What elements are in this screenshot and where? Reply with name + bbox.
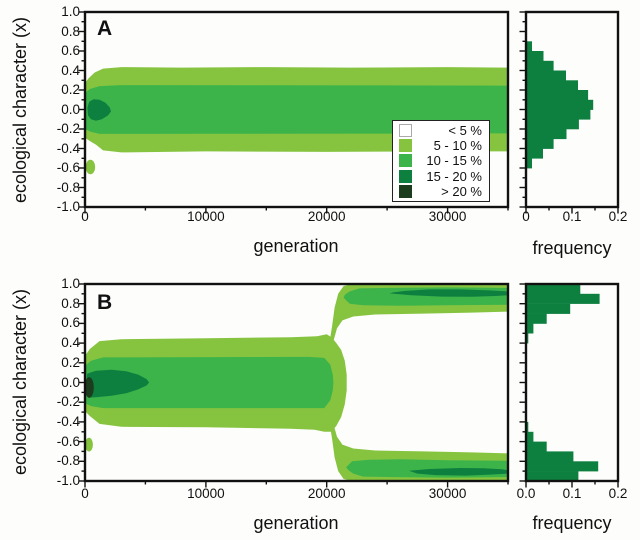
y-tick-label: 0.2 bbox=[61, 82, 80, 97]
x-tick-label: 0.0 bbox=[516, 486, 536, 501]
density-legend: < 5 % 5 - 10 % 10 - 15 % 15 - 20 % > 20 … bbox=[392, 120, 490, 202]
y-tick-label: 0.8 bbox=[61, 295, 80, 311]
y-tick-label: -0.2 bbox=[56, 121, 80, 136]
y-axis-label-panel-b: ecological character (x) bbox=[10, 288, 30, 476]
y-tick-label: 0.6 bbox=[61, 43, 80, 58]
y-tick-label: -0.6 bbox=[56, 433, 80, 449]
y-tick-label: 0.4 bbox=[61, 335, 80, 351]
legend-row: > 20 % bbox=[393, 184, 489, 199]
legend-label: 10 - 15 % bbox=[426, 153, 482, 169]
legend-swatch-5-10 bbox=[399, 139, 412, 153]
panel-b-frequency-histogram bbox=[519, 282, 620, 488]
y-tick-label: 0.0 bbox=[61, 374, 80, 390]
legend-row: 10 - 15 % bbox=[393, 153, 489, 168]
x-tick-label: 0.1 bbox=[562, 486, 582, 501]
y-tick-label: 0.6 bbox=[61, 315, 80, 331]
y-tick-label: 0.8 bbox=[61, 23, 80, 39]
x-tick-label: 0.2 bbox=[608, 209, 628, 224]
y-tick-label: -0.2 bbox=[56, 394, 80, 410]
x-tick-label: 20000 bbox=[307, 209, 346, 224]
legend-swatch-10-15 bbox=[399, 154, 412, 168]
x-tick-label: 0 bbox=[81, 209, 89, 224]
panel-a-frequency-histogram bbox=[519, 10, 620, 214]
x-tick-label: 0 bbox=[522, 209, 530, 224]
y-tick-label: 0.0 bbox=[61, 101, 80, 117]
legend-row: < 5 % bbox=[393, 123, 489, 138]
legend-swatch-15-20 bbox=[399, 169, 412, 183]
panel-b-contour-plot bbox=[78, 282, 510, 488]
panel-letter-b: B bbox=[97, 291, 113, 314]
legend-label: > 20 % bbox=[441, 183, 482, 199]
y-tick-label: 1.0 bbox=[61, 276, 80, 291]
x-tick-label: 0.2 bbox=[608, 486, 628, 501]
y-tick-label: -0.8 bbox=[56, 453, 80, 469]
x-tick-label: 10000 bbox=[187, 486, 225, 501]
panel-letter-a: A bbox=[97, 17, 113, 40]
y-tick-label: -1.0 bbox=[56, 473, 80, 488]
legend-row: 5 - 10 % bbox=[393, 138, 489, 153]
legend-label: 5 - 10 % bbox=[433, 138, 482, 154]
y-tick-label: 0.4 bbox=[61, 62, 80, 78]
y-tick-label: -0.8 bbox=[56, 179, 80, 195]
hist-axis-title-panel-a: frequency bbox=[532, 238, 612, 258]
y-tick-label: -0.4 bbox=[56, 140, 80, 156]
y-tick-label: -0.6 bbox=[56, 160, 80, 175]
y-tick-label: 0.2 bbox=[61, 354, 80, 370]
legend-label: < 5 % bbox=[448, 123, 482, 139]
x-tick-label: 20000 bbox=[307, 486, 346, 501]
x-tick-label: 0.1 bbox=[562, 209, 582, 224]
y-axis-label-panel-a: ecological character (x) bbox=[10, 16, 30, 204]
x-axis-title-panel-b: generation bbox=[253, 513, 339, 533]
x-tick-label: 30000 bbox=[428, 486, 467, 501]
y-tick-label: 1.0 bbox=[61, 4, 80, 19]
x-tick-label: 10000 bbox=[187, 209, 225, 224]
x-tick-label: 0 bbox=[81, 486, 89, 501]
x-tick-label: 30000 bbox=[428, 209, 467, 224]
x-axis-title-panel-a: generation bbox=[253, 236, 339, 256]
legend-swatch-lt5 bbox=[399, 124, 412, 138]
legend-swatch-gt20 bbox=[399, 184, 412, 198]
y-tick-label: -0.4 bbox=[56, 413, 80, 429]
hist-axis-title-panel-b: frequency bbox=[532, 513, 612, 533]
legend-label: 15 - 20 % bbox=[426, 168, 482, 184]
legend-row: 15 - 20 % bbox=[393, 169, 489, 184]
y-tick-label: -1.0 bbox=[56, 199, 80, 214]
